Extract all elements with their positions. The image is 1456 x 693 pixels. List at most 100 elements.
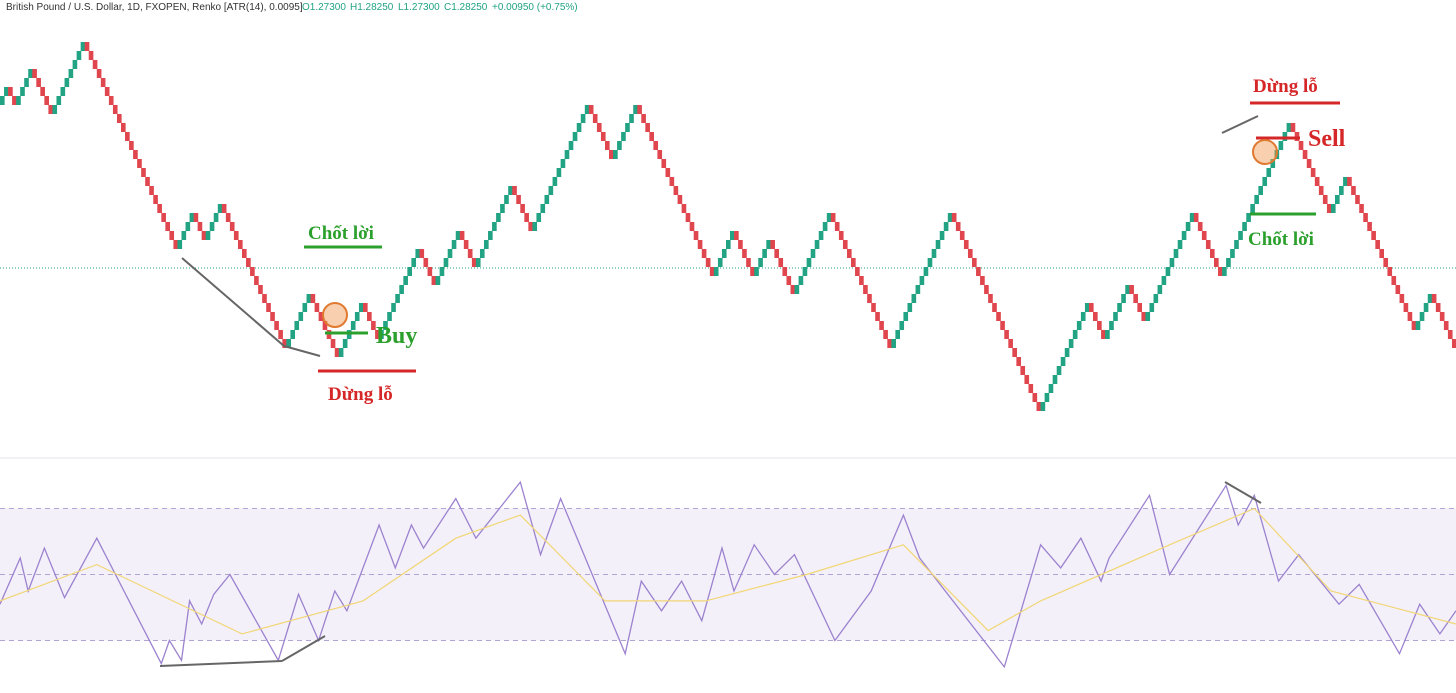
- renko-brick: [1314, 177, 1320, 186]
- renko-brick: [988, 294, 993, 303]
- renko-brick: [342, 339, 348, 348]
- renko-brick: [1330, 204, 1336, 213]
- renko-brick: [959, 231, 965, 240]
- renko-brick: [851, 258, 856, 267]
- renko-brick: [520, 204, 525, 213]
- renko-brick: [68, 69, 74, 78]
- renko-brick: [883, 330, 888, 339]
- ohlc: O1.27300 H1.28250 L1.27300 C1.28250 +0.0…: [302, 2, 578, 13]
- renko-brick: [818, 231, 824, 240]
- renko-brick: [681, 204, 687, 213]
- renko-brick: [173, 240, 179, 249]
- renko-brick: [504, 195, 509, 204]
- renko-brick: [617, 141, 622, 150]
- renko-brick: [80, 42, 86, 51]
- renko-brick: [528, 222, 533, 231]
- renko-brick: [1270, 159, 1276, 168]
- renko-brick: [483, 240, 489, 249]
- renko-brick: [746, 258, 751, 267]
- renko-brick: [274, 321, 279, 330]
- renko-brick: [129, 141, 134, 150]
- renko-brick: [1173, 249, 1179, 258]
- renko-brick: [201, 231, 207, 240]
- renko-brick: [984, 285, 989, 294]
- renko-brick: [1141, 312, 1147, 321]
- renko-brick: [693, 231, 699, 240]
- renko-brick: [318, 312, 324, 321]
- renko-brick: [403, 276, 408, 285]
- renko-brick: [625, 123, 630, 132]
- renko-brick: [1153, 294, 1159, 303]
- renko-brick: [1048, 384, 1054, 393]
- renko-brick: [1222, 267, 1227, 276]
- renko-brick: [713, 267, 719, 276]
- renko-brick: [1306, 159, 1312, 168]
- renko-brick: [1435, 303, 1441, 312]
- renko-brick: [1347, 177, 1352, 186]
- renko-brick: [20, 87, 25, 96]
- renko-brick: [1343, 177, 1348, 186]
- renko-brick: [254, 276, 259, 285]
- renko-brick: [701, 249, 707, 258]
- renko-brick: [754, 267, 759, 276]
- renko-brick: [371, 321, 376, 330]
- renko-brick: [859, 276, 864, 285]
- renko-brick: [1302, 150, 1308, 159]
- renko-brick: [1012, 348, 1017, 357]
- renko-brick: [1246, 213, 1251, 222]
- renko-brick: [1064, 348, 1070, 357]
- renko-brick: [1318, 186, 1324, 195]
- renko-brick: [996, 312, 1001, 321]
- renko-brick: [604, 141, 610, 150]
- renko-brick: [1391, 276, 1397, 285]
- renko-brick: [653, 141, 659, 150]
- renko-brick: [560, 159, 566, 168]
- renko-brick: [1439, 312, 1445, 321]
- renko-brick: [665, 168, 671, 177]
- renko-brick: [1298, 141, 1304, 150]
- divergence-line: [1224, 481, 1262, 504]
- renko-brick: [1193, 213, 1199, 222]
- renko-brick: [1399, 294, 1405, 303]
- renko-brick: [584, 105, 590, 114]
- renko-brick: [1234, 240, 1239, 249]
- renko-brick: [471, 258, 477, 267]
- renko-brick: [177, 240, 183, 249]
- renko-brick: [540, 204, 546, 213]
- renko-brick: [1286, 123, 1292, 132]
- renko-brick: [556, 168, 562, 177]
- renko-brick: [673, 186, 679, 195]
- renko-brick: [875, 312, 880, 321]
- renko-brick: [314, 303, 320, 312]
- renko-brick: [294, 321, 300, 330]
- renko-brick: [778, 258, 784, 267]
- renko-brick: [895, 330, 901, 339]
- renko-brick: [229, 222, 235, 231]
- renko-brick: [588, 105, 594, 114]
- renko-brick: [133, 150, 138, 159]
- renko-brick: [802, 267, 808, 276]
- renko-brick: [1177, 240, 1183, 249]
- renko-brick: [657, 150, 663, 159]
- renko-brick: [1218, 267, 1223, 276]
- renko-brick: [1169, 258, 1175, 267]
- renko-brick: [1068, 339, 1074, 348]
- renko-brick: [137, 159, 142, 168]
- renko-brick: [1262, 177, 1268, 186]
- renko-brick: [1137, 303, 1143, 312]
- renko-brick: [233, 231, 239, 240]
- renko-brick: [193, 213, 199, 222]
- stop-loss-label: Dừng lỗ: [328, 384, 393, 405]
- renko-brick: [1109, 321, 1114, 330]
- renko-brick: [387, 312, 392, 321]
- renko-brick: [1060, 357, 1066, 366]
- renko-brick: [1335, 195, 1340, 204]
- renko-brick: [633, 105, 638, 114]
- renko-brick: [165, 222, 171, 231]
- renko-brick: [1181, 231, 1187, 240]
- renko-brick: [1395, 285, 1401, 294]
- divergence-line: [281, 635, 326, 662]
- renko-brick: [1427, 294, 1433, 303]
- renko-brick: [1161, 276, 1167, 285]
- renko-brick: [1016, 357, 1022, 366]
